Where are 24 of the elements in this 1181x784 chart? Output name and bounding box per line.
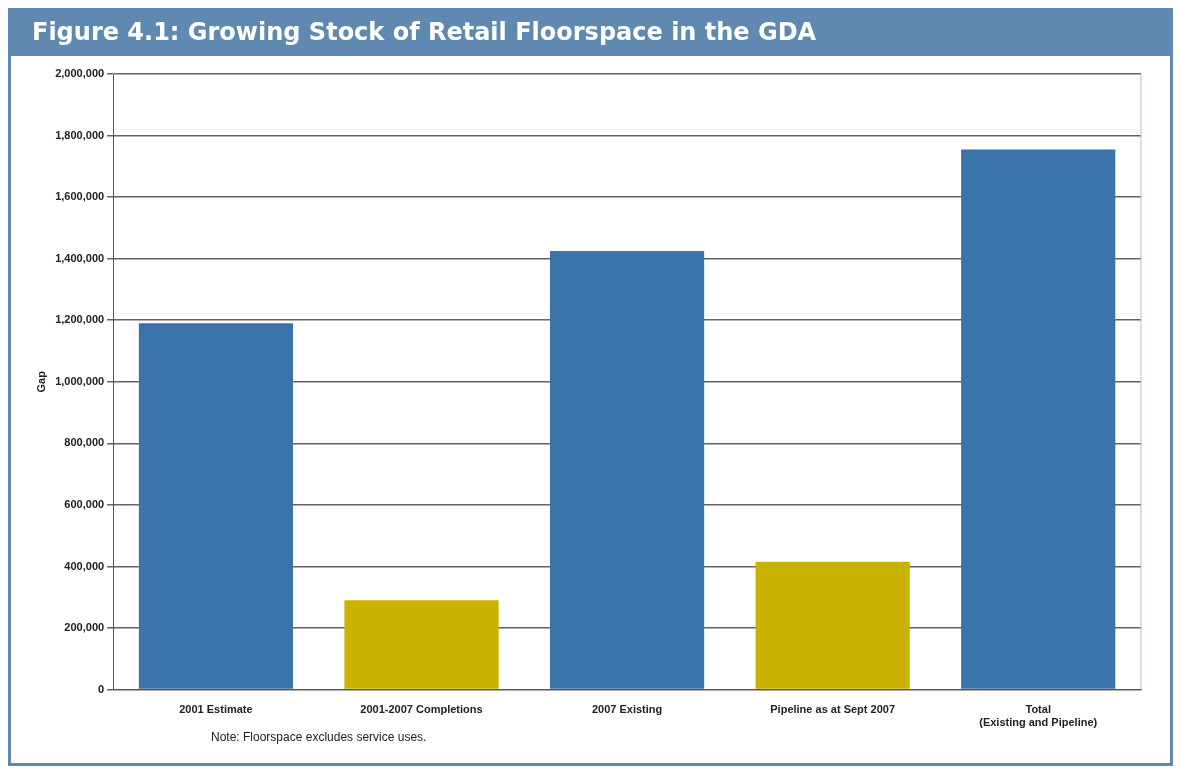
text: Note: Floorspace excludes service uses.: [211, 730, 427, 744]
chart-title: Figure 4.1: Growing Stock of Retail Floorspace in the GDA: [8, 8, 1173, 56]
y-tick-label: 1,800,000: [55, 128, 105, 141]
y-tick-label: 1,000,000: [55, 374, 105, 387]
y-axis-title: Gap: [34, 370, 47, 393]
x-tick-label: 2007 Existing: [591, 703, 663, 716]
bar: [549, 250, 705, 689]
bar: [961, 149, 1116, 689]
y-tick-label: 200,000: [64, 621, 105, 634]
y-tick-label: 600,000: [64, 497, 105, 510]
bar: [138, 323, 294, 689]
x-tick-label: Total (Existing and Pipeline): [979, 703, 1098, 729]
y-tick-label: 2,000,000: [55, 67, 105, 80]
y-tick-label: 1,400,000: [55, 251, 105, 264]
x-tick-label: 2001 Estimate: [179, 703, 253, 716]
y-tick-label: 0: [98, 682, 105, 695]
y-tick-label: 400,000: [64, 559, 105, 572]
bar: [755, 561, 910, 689]
y-tick-label: 1,600,000: [55, 190, 105, 203]
bar: [344, 600, 499, 689]
x-tick-label: Pipeline as at Sept 2007: [770, 703, 896, 716]
y-tick-label: 1,200,000: [55, 313, 105, 326]
x-tick-label: 2001-2007 Completions: [360, 703, 483, 716]
y-tick-label: 800,000: [64, 436, 105, 449]
